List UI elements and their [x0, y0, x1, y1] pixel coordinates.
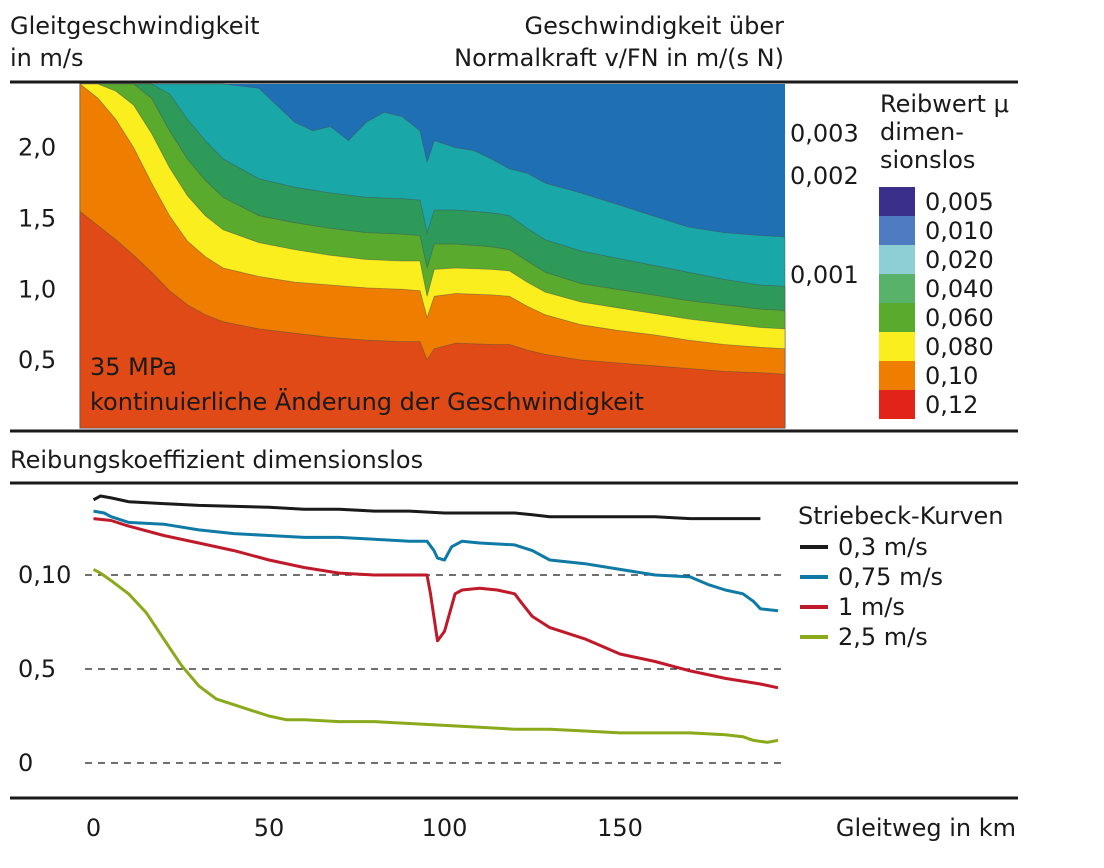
bottom-y-tick-label: 0,5	[18, 655, 56, 683]
bottom-title: Reibungskoeffizient dimensionslos	[10, 446, 423, 474]
x-tick-label: 50	[254, 814, 285, 842]
legend-title-line2: dimen-	[880, 118, 964, 146]
legend-swatch	[879, 274, 915, 303]
legend-swatch	[879, 390, 915, 419]
left-axis-title-line2: in m/s	[10, 44, 83, 72]
bottom-y-ticks: 0,10 0,5 0	[18, 561, 71, 777]
legend-label: 0,080	[925, 333, 994, 361]
legend-label: 0,10	[925, 362, 978, 390]
legend-title-line3: sionslos	[880, 146, 975, 174]
series-line-0-3-m-s	[92, 494, 761, 521]
top-y-tick-label: 2,0	[18, 134, 56, 162]
annotation-description: kontinuierliche Änderung der Geschwindig…	[90, 387, 644, 416]
x-tick-label: 100	[422, 814, 468, 842]
x-tick-label: 0	[86, 814, 101, 842]
legend-swatch	[879, 245, 915, 274]
line-legend-label: 0,3 m/s	[838, 533, 928, 561]
series-line-0-75-m-s	[93, 509, 779, 613]
right-y-tick-label: 0,003	[790, 120, 859, 148]
right-y-ticks: 0,003 0,002 0,001	[790, 120, 859, 290]
series-line-1-m-s	[93, 517, 779, 690]
x-tick-label: 150	[597, 814, 643, 842]
top-y-tick-label: 1,0	[18, 275, 56, 303]
contour-bands	[79, 83, 786, 429]
legend-swatch	[879, 303, 915, 332]
legend-label: 0,060	[925, 304, 994, 332]
legend-label: 0,040	[925, 275, 994, 303]
legend-label: 0,12	[925, 391, 978, 419]
bottom-y-tick-label: 0	[18, 749, 33, 777]
right-axis-title-line2: Normalkraft v/FN in m/(s N)	[454, 44, 784, 72]
series-lines	[92, 494, 779, 744]
top-y-ticks: 2,0 1,5 1,0 0,5	[18, 134, 56, 374]
right-y-tick-label: 0,002	[790, 162, 859, 190]
legend-swatch	[879, 216, 915, 245]
legend-label: 0,010	[925, 217, 994, 245]
line-legend: 0,3 m/s0,75 m/s1 m/s2,5 m/s	[800, 533, 943, 651]
series-line-2-5-m-s	[92, 568, 779, 744]
x-axis-label: Gleitweg in km	[836, 814, 1016, 842]
left-axis-title-line1: Gleitgeschwindigkeit	[10, 12, 260, 40]
line-legend-label: 2,5 m/s	[838, 623, 928, 651]
legend-swatch	[879, 332, 915, 361]
legend-title-line1: Reibwert μ	[880, 90, 1009, 118]
right-axis-title-line1: Geschwindigkeit über	[524, 12, 784, 40]
line-legend-label: 1 m/s	[838, 593, 905, 621]
top-y-tick-label: 1,5	[18, 204, 56, 232]
legend-label: 0,020	[925, 246, 994, 274]
legend-label: 0,005	[925, 188, 994, 216]
legend-swatch	[879, 187, 915, 216]
legend-swatch	[879, 361, 915, 390]
legend-title-striebeck: Striebeck-Kurven	[798, 502, 1004, 530]
annotation-pressure: 35 MPa	[90, 353, 177, 381]
line-legend-label: 0,75 m/s	[838, 563, 943, 591]
line-panel: Reibungskoeffizient dimensionslos 0,100,…	[10, 446, 1018, 842]
band-0-12	[79, 210, 786, 429]
bottom-y-tick-label: 0,10	[18, 561, 71, 589]
x-ticks: 0 50 100 150	[86, 814, 643, 842]
top-y-tick-label: 0,5	[18, 346, 56, 374]
right-y-tick-label: 0,001	[790, 261, 859, 289]
contour-panel: Gleitgeschwindigkeit in m/s Geschwindigk…	[10, 12, 1018, 433]
